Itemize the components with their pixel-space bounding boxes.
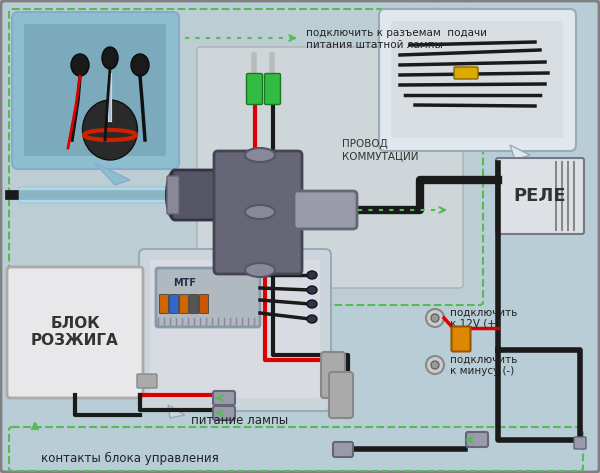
FancyBboxPatch shape	[179, 295, 188, 314]
Polygon shape	[168, 405, 185, 418]
FancyBboxPatch shape	[213, 406, 235, 420]
FancyBboxPatch shape	[329, 372, 353, 418]
FancyBboxPatch shape	[197, 47, 463, 288]
FancyBboxPatch shape	[452, 326, 470, 351]
Ellipse shape	[131, 54, 149, 76]
FancyBboxPatch shape	[137, 374, 157, 388]
FancyBboxPatch shape	[379, 9, 576, 151]
Text: подключить
к 12V (+): подключить к 12V (+)	[450, 307, 517, 329]
FancyBboxPatch shape	[265, 73, 281, 105]
FancyBboxPatch shape	[156, 268, 260, 327]
Polygon shape	[510, 145, 530, 160]
Text: контакты блока управления: контакты блока управления	[41, 451, 219, 464]
FancyBboxPatch shape	[496, 158, 584, 234]
FancyBboxPatch shape	[574, 437, 586, 449]
FancyBboxPatch shape	[199, 295, 209, 314]
Text: РЕЛЕ: РЕЛЕ	[514, 187, 566, 205]
Circle shape	[431, 361, 439, 369]
FancyBboxPatch shape	[24, 24, 166, 156]
FancyBboxPatch shape	[150, 260, 320, 398]
FancyBboxPatch shape	[7, 267, 143, 398]
FancyBboxPatch shape	[139, 249, 331, 411]
FancyBboxPatch shape	[214, 151, 302, 274]
Ellipse shape	[245, 205, 275, 219]
FancyBboxPatch shape	[170, 295, 179, 314]
Ellipse shape	[83, 100, 137, 160]
Text: ПРОВОД
КОММУТАЦИИ: ПРОВОД КОММУТАЦИИ	[342, 139, 419, 161]
Ellipse shape	[307, 300, 317, 308]
FancyBboxPatch shape	[321, 352, 345, 398]
Ellipse shape	[307, 271, 317, 279]
FancyBboxPatch shape	[190, 295, 199, 314]
FancyBboxPatch shape	[247, 73, 263, 105]
FancyBboxPatch shape	[172, 170, 228, 220]
FancyBboxPatch shape	[333, 442, 353, 457]
FancyBboxPatch shape	[213, 391, 235, 405]
Circle shape	[431, 314, 439, 322]
FancyBboxPatch shape	[160, 295, 169, 314]
Text: подключить
к минусу (-): подключить к минусу (-)	[450, 354, 517, 376]
FancyBboxPatch shape	[466, 432, 488, 447]
FancyBboxPatch shape	[12, 12, 179, 169]
FancyBboxPatch shape	[19, 187, 176, 203]
Polygon shape	[95, 163, 130, 185]
Text: БЛОК
РОЗЖИГА: БЛОК РОЗЖИГА	[31, 316, 119, 348]
Circle shape	[426, 356, 444, 374]
FancyBboxPatch shape	[454, 67, 478, 79]
FancyBboxPatch shape	[391, 21, 563, 138]
Ellipse shape	[71, 54, 89, 76]
Text: MTF: MTF	[173, 278, 197, 288]
Circle shape	[426, 309, 444, 327]
FancyBboxPatch shape	[294, 191, 357, 229]
FancyBboxPatch shape	[9, 9, 483, 305]
Ellipse shape	[166, 170, 184, 220]
Text: питание лампы: питание лампы	[191, 413, 289, 427]
Ellipse shape	[245, 263, 275, 277]
Ellipse shape	[307, 315, 317, 323]
FancyBboxPatch shape	[167, 176, 179, 214]
Ellipse shape	[307, 286, 317, 294]
Text: подключить к разъемам  подачи
питания штатной лампы: подключить к разъемам подачи питания шта…	[306, 28, 487, 50]
Ellipse shape	[245, 148, 275, 162]
Ellipse shape	[102, 47, 118, 69]
